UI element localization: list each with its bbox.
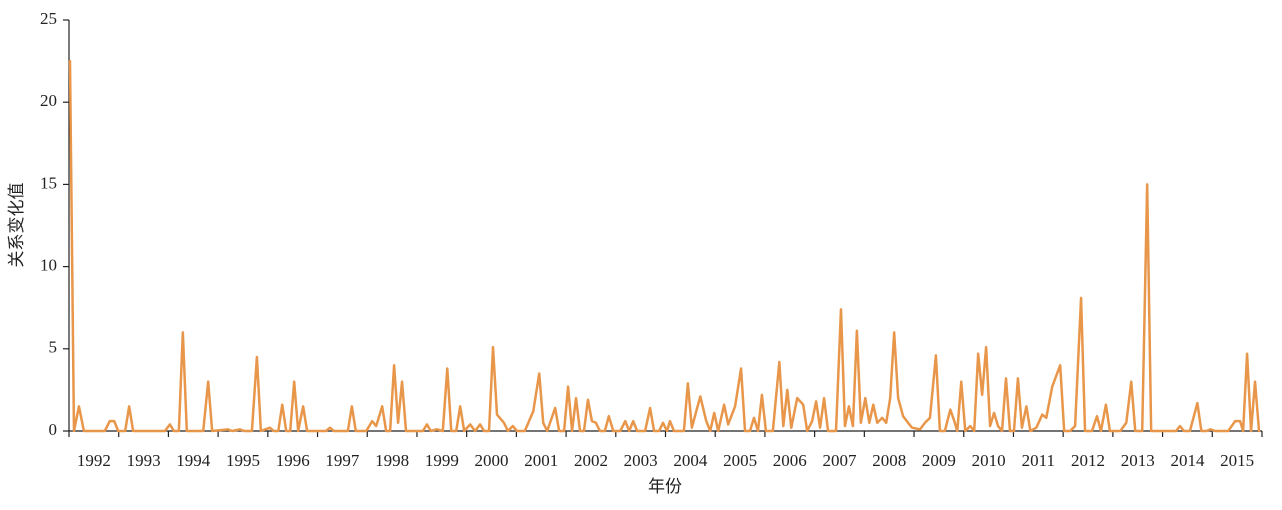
- y-tick-label: 5: [49, 338, 58, 357]
- x-tick-label: 1992: [77, 451, 111, 470]
- x-tick-label: 2013: [1121, 451, 1155, 470]
- x-tick-label: 2010: [972, 451, 1006, 470]
- x-tick-label: 1997: [325, 451, 360, 470]
- x-tick-label: 2000: [475, 451, 509, 470]
- y-axis-label: 关系变化值: [7, 183, 26, 268]
- x-tick-label: 2002: [574, 451, 608, 470]
- x-tick-label: 1998: [375, 451, 409, 470]
- x-tick-label: 2009: [922, 451, 956, 470]
- x-tick-label: 1999: [425, 451, 459, 470]
- y-tick-label: 15: [40, 173, 57, 192]
- x-tick-label: 1996: [276, 451, 310, 470]
- x-axis-label: 年份: [648, 477, 682, 496]
- x-tick-label: 1995: [226, 451, 260, 470]
- x-tick-label: 2004: [673, 451, 708, 470]
- y-tick-label: 0: [49, 420, 58, 439]
- x-tick-label: 1993: [127, 451, 161, 470]
- x-tick-label: 2003: [624, 451, 658, 470]
- y-tick-label: 25: [40, 9, 57, 28]
- x-tick-label: 2008: [872, 451, 906, 470]
- x-tick-label: 2015: [1220, 451, 1254, 470]
- x-tick-label: 2006: [773, 451, 807, 470]
- x-tick-label: 2011: [1022, 451, 1055, 470]
- x-tick-label: 2001: [524, 451, 558, 470]
- y-tick-label: 10: [40, 256, 57, 275]
- x-tick-label: 2005: [723, 451, 757, 470]
- y-tick-label: 20: [40, 91, 57, 110]
- x-tick-label: 1994: [176, 451, 211, 470]
- x-tick-label: 2012: [1071, 451, 1105, 470]
- x-tick-label: 2014: [1170, 451, 1205, 470]
- data-line: [68, 59, 1261, 433]
- x-tick-label: 2007: [822, 451, 857, 470]
